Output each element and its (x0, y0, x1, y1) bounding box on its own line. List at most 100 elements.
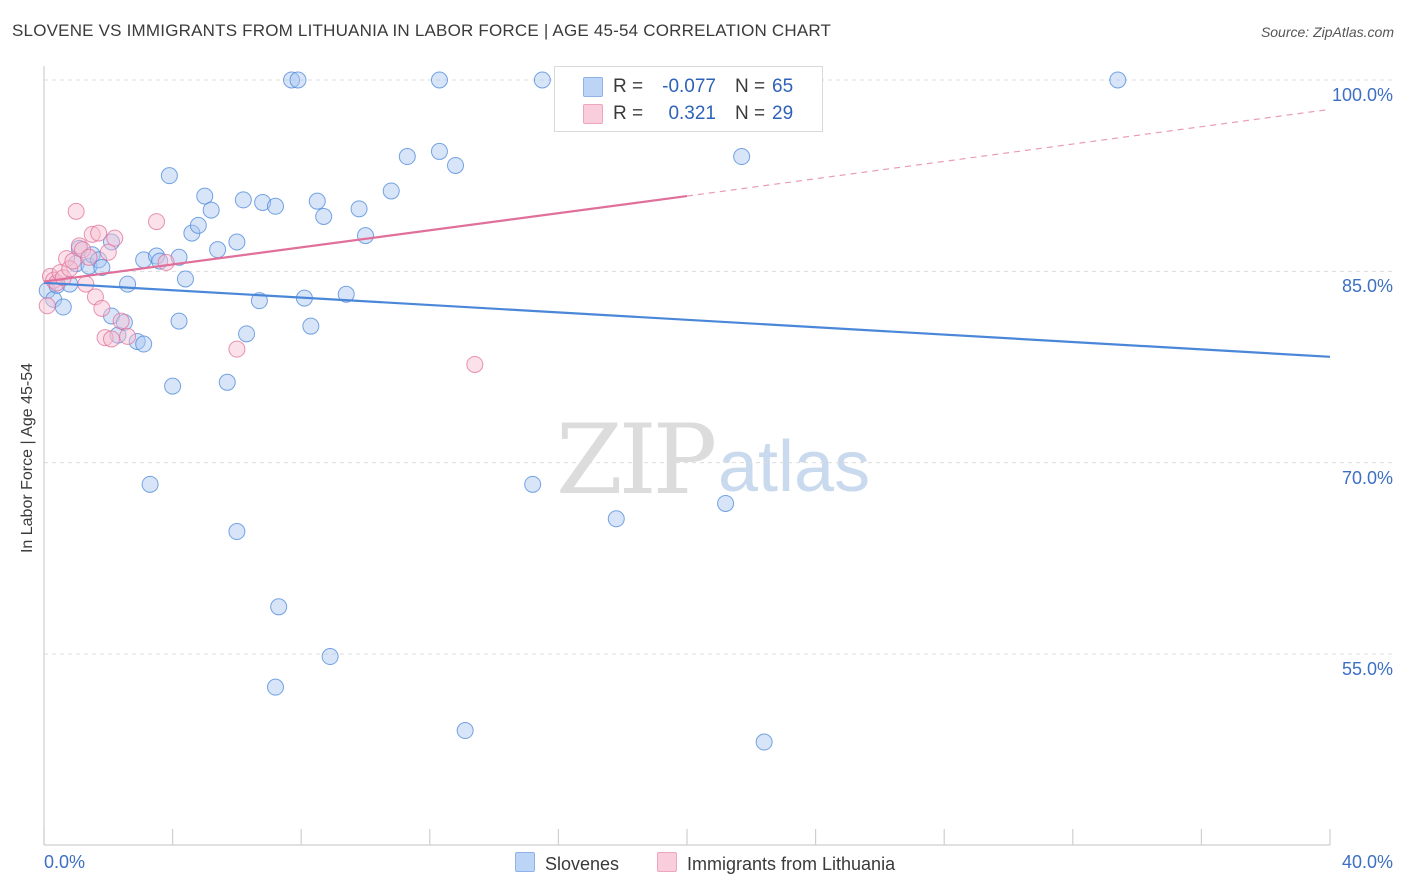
y-tick-label: 55.0% (1341, 659, 1393, 679)
point-slovenes[interactable] (289, 71, 307, 89)
point-lithuania[interactable] (90, 224, 108, 242)
legend-label-slovenes: Slovenes (545, 854, 620, 874)
r-label: R = (613, 103, 644, 124)
point-slovenes[interactable] (733, 148, 751, 166)
point-slovenes[interactable] (266, 678, 284, 696)
point-lithuania[interactable] (38, 297, 56, 315)
point-lithuania[interactable] (119, 327, 137, 345)
point-slovenes[interactable] (283, 71, 301, 89)
y-tick-label: 85.0% (1341, 276, 1393, 297)
point-slovenes[interactable] (170, 312, 188, 330)
point-lithuania[interactable] (99, 243, 117, 261)
point-slovenes[interactable] (148, 247, 166, 265)
point-slovenes[interactable] (430, 142, 448, 160)
point-slovenes[interactable] (170, 248, 188, 266)
watermark-zip: ZIP (556, 404, 717, 516)
point-lithuania[interactable] (466, 355, 484, 373)
source-label: Source: ZipAtlas.com (1260, 24, 1394, 40)
stats-swatch-slovenes (583, 77, 603, 97)
legend-label-lithuania: Immigrants from Lithuania (687, 854, 896, 874)
point-slovenes[interactable] (270, 598, 288, 616)
point-slovenes[interactable] (196, 187, 214, 205)
point-slovenes[interactable] (533, 71, 551, 89)
point-lithuania[interactable] (106, 229, 124, 247)
point-slovenes[interactable] (607, 510, 625, 528)
point-slovenes[interactable] (337, 285, 355, 303)
point-slovenes[interactable] (135, 335, 153, 353)
point-lithuania[interactable] (96, 329, 114, 347)
n-value: 65 (772, 76, 794, 97)
point-lithuania[interactable] (157, 253, 175, 271)
point-slovenes[interactable] (93, 259, 111, 277)
point-slovenes[interactable] (54, 298, 72, 316)
point-slovenes[interactable] (382, 182, 400, 200)
point-slovenes[interactable] (160, 167, 178, 185)
point-slovenes[interactable] (717, 494, 735, 512)
point-slovenes[interactable] (141, 475, 159, 493)
point-slovenes[interactable] (119, 275, 137, 293)
point-slovenes[interactable] (321, 648, 339, 666)
r-value: 0.321 (668, 103, 716, 124)
legend-item-lithuania[interactable]: Immigrants from Lithuania (657, 852, 895, 875)
legend-swatch-slovenes (515, 852, 535, 872)
point-slovenes[interactable] (755, 733, 773, 751)
trend-line-lithuania (43, 194, 688, 283)
y-tick-label: 100.0% (1331, 85, 1393, 105)
n-label: N = (735, 103, 766, 124)
n-label: N = (735, 76, 766, 97)
trend-lines (43, 108, 1331, 358)
r-label: R = (613, 76, 644, 97)
data-points (38, 71, 1127, 751)
point-slovenes[interactable] (189, 216, 207, 234)
legend: Slovenes Immigrants from Lithuania (0, 852, 1406, 878)
point-slovenes[interactable] (176, 270, 194, 288)
trend-line-slovenes (43, 281, 1331, 358)
point-slovenes[interactable] (164, 377, 182, 395)
point-lithuania[interactable] (51, 264, 69, 282)
point-lithuania[interactable] (80, 248, 98, 266)
point-lithuania[interactable] (228, 340, 246, 358)
point-slovenes[interactable] (209, 241, 227, 259)
point-lithuania[interactable] (64, 252, 82, 270)
watermark-atlas: atlas (718, 427, 871, 507)
point-slovenes[interactable] (228, 523, 246, 541)
point-slovenes[interactable] (315, 207, 333, 225)
point-slovenes[interactable] (250, 292, 268, 310)
point-slovenes[interactable] (228, 233, 246, 251)
point-slovenes[interactable] (234, 191, 252, 209)
axes (43, 66, 1331, 846)
y-tick-label: 70.0% (1341, 467, 1393, 488)
point-lithuania[interactable] (148, 213, 166, 231)
point-lithuania[interactable] (93, 299, 111, 317)
point-slovenes[interactable] (357, 227, 374, 245)
trend-line-lithuania-extrapolated (686, 108, 1331, 197)
point-slovenes[interactable] (308, 192, 326, 210)
point-slovenes[interactable] (254, 193, 272, 211)
chart-title: SLOVENE VS IMMIGRANTS FROM LITHUANIA IN … (12, 21, 832, 40)
point-slovenes[interactable] (524, 475, 542, 493)
point-slovenes[interactable] (266, 197, 284, 215)
point-slovenes[interactable] (218, 373, 236, 391)
point-slovenes[interactable] (302, 317, 320, 335)
point-slovenes[interactable] (398, 148, 416, 166)
point-slovenes[interactable] (202, 201, 220, 219)
point-lithuania[interactable] (83, 225, 101, 243)
point-slovenes[interactable] (350, 200, 368, 218)
x-tick-label-min: 0.0% (44, 852, 86, 872)
legend-swatch-lithuania (657, 852, 677, 872)
legend-item-slovenes[interactable]: Slovenes (515, 852, 619, 875)
point-lithuania[interactable] (67, 202, 85, 220)
point-slovenes[interactable] (447, 156, 465, 174)
point-lithuania[interactable] (112, 312, 130, 330)
stats-box: R = -0.077 N = 65 R = 0.321 N = 29 (554, 66, 823, 132)
stats-row-lithuania: R = 0.321 N = 29 (555, 101, 822, 127)
point-slovenes[interactable] (238, 325, 256, 343)
gridlines (44, 79, 1392, 655)
point-slovenes[interactable] (1109, 71, 1127, 89)
r-value: -0.077 (662, 76, 716, 97)
point-slovenes[interactable] (456, 722, 474, 740)
point-lithuania[interactable] (103, 330, 121, 348)
n-value: 29 (772, 103, 794, 124)
point-slovenes[interactable] (430, 71, 448, 89)
